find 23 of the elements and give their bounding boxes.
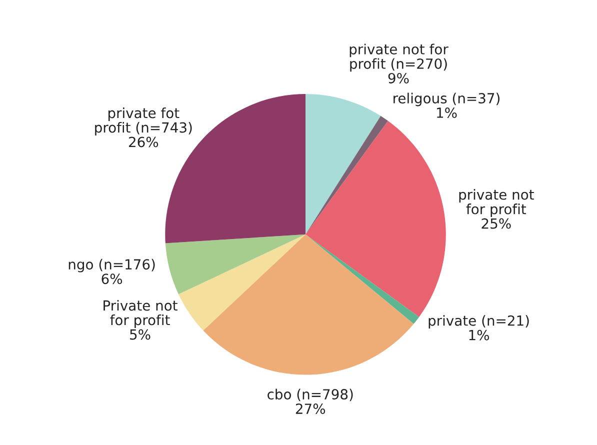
data-label: 6%	[102, 274, 122, 284]
slice-label: cbo (n=798)	[268, 388, 353, 402]
data-label: 25%	[482, 218, 511, 229]
data-label: 27%	[296, 404, 326, 414]
slice-label: private (n=21)	[428, 315, 529, 329]
pie-slice	[165, 234, 306, 294]
pie-slice	[306, 234, 420, 324]
pie-slice	[178, 234, 306, 331]
pie-slice	[306, 116, 388, 234]
pie-slice	[306, 94, 381, 234]
data-label: 5%	[130, 329, 150, 340]
slice-label: private fot profit (n=743)	[95, 108, 192, 136]
pie-slice	[203, 234, 414, 375]
slice-label: Private not for profit	[104, 300, 178, 328]
data-label: 1%	[469, 330, 490, 340]
slice-label: religous (n=37)	[394, 92, 500, 106]
slice-label: ngo (n=176)	[68, 258, 155, 272]
slice-label: private not for profit	[459, 189, 534, 217]
data-label: 1%	[437, 107, 457, 118]
data-label: 26%	[128, 136, 158, 148]
data-label: 9%	[388, 72, 409, 84]
pie-slice	[306, 120, 446, 317]
slice-label: private not for profit (n=270)	[350, 44, 448, 72]
